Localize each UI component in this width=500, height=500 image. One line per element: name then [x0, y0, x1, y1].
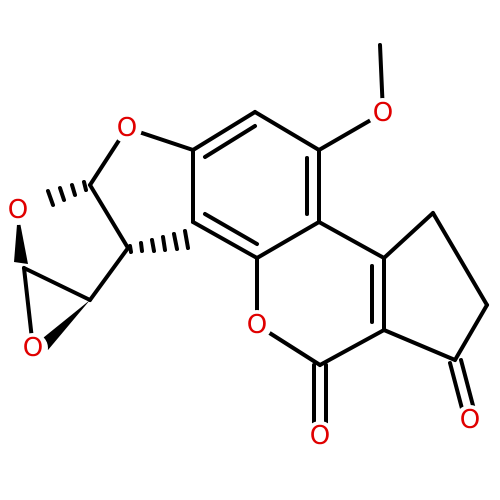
bond	[382, 328, 457, 362]
atom-label: O	[373, 98, 393, 128]
bond	[382, 211, 435, 260]
bond	[191, 110, 257, 152]
atom-label: O	[23, 333, 43, 363]
bond	[88, 183, 130, 250]
hashed-bond	[46, 180, 88, 207]
atom-label: O	[310, 421, 330, 451]
bonds	[14, 43, 489, 438]
atom-label: O	[460, 405, 480, 435]
bond	[191, 220, 259, 260]
atom-label: O	[247, 310, 267, 340]
atom-label: O	[8, 195, 28, 225]
atom-labels: O O O O O O O	[3, 98, 485, 451]
bond	[453, 303, 489, 362]
wedge-bond	[14, 212, 28, 264]
bond	[203, 212, 259, 246]
wedge-bond	[38, 300, 90, 350]
bond	[88, 246, 130, 302]
bond	[431, 211, 489, 307]
bond	[22, 266, 92, 302]
atom-label: O	[117, 113, 137, 143]
bond	[203, 124, 257, 159]
bond	[255, 220, 321, 260]
bond	[317, 220, 386, 260]
bond	[253, 110, 321, 152]
hashed-bond	[128, 229, 190, 254]
bond	[318, 328, 386, 367]
